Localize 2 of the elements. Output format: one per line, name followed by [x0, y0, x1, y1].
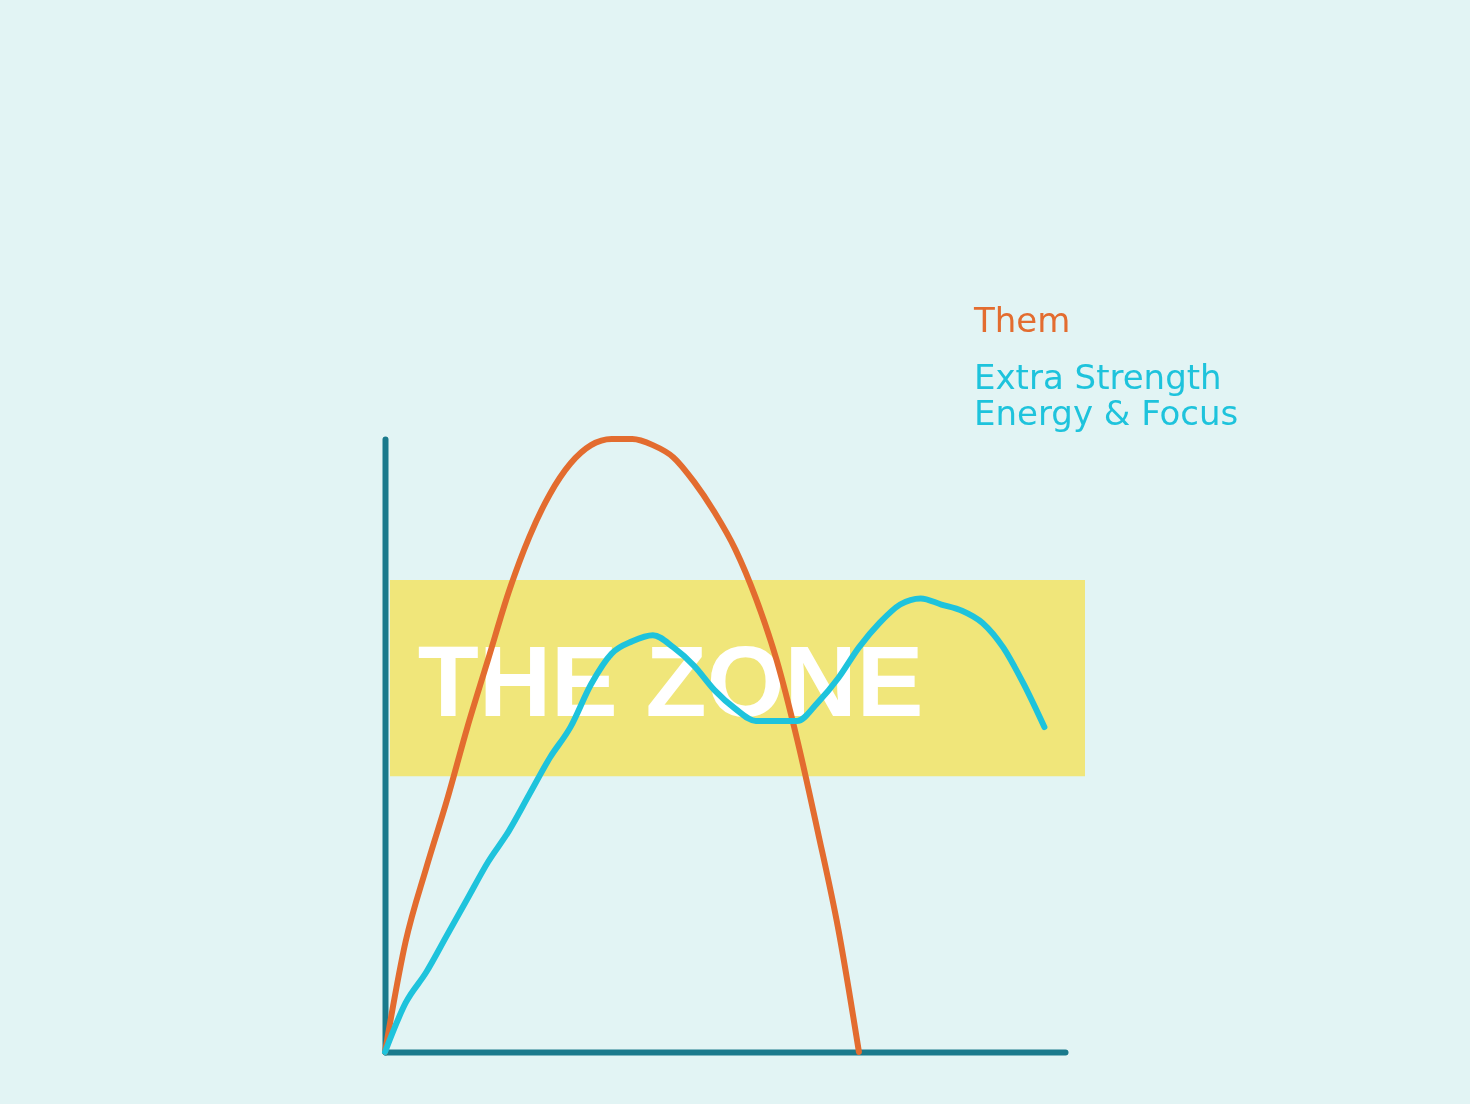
text: Them: [973, 299, 1071, 340]
text: Extra Strength Energy & Focus: [974, 356, 1239, 433]
